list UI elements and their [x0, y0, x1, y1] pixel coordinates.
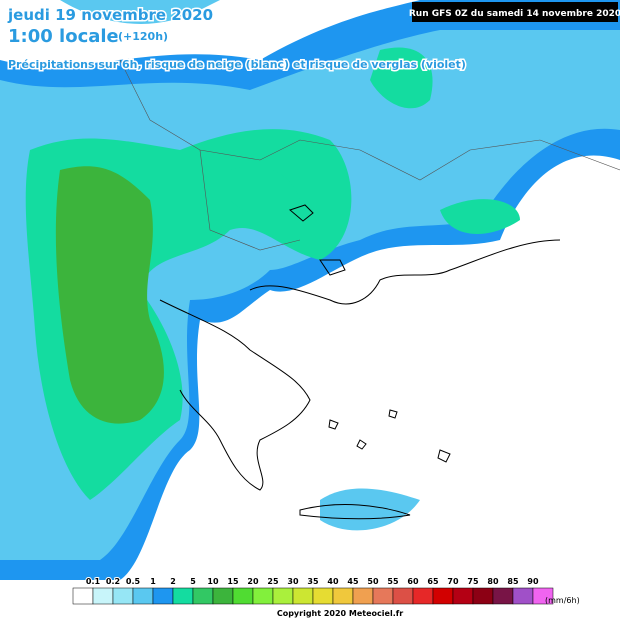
- legend-swatch: [332, 587, 354, 605]
- legend-label: 35: [307, 577, 319, 586]
- legend-swatch: [432, 587, 454, 605]
- legend-swatch: [112, 587, 134, 605]
- legend-label: 25: [267, 577, 279, 586]
- legend-label: 1: [150, 577, 156, 586]
- legend-swatch: [452, 587, 474, 605]
- unit: (mm/6h): [545, 596, 580, 605]
- borders: [119, 59, 620, 251]
- legend-label: 85: [507, 577, 519, 586]
- legend-swatch: [92, 587, 114, 605]
- legend-swatch: [312, 587, 334, 605]
- legend-label: 55: [387, 577, 399, 586]
- legend-label: 45: [347, 577, 359, 586]
- legend-label: 70: [447, 577, 459, 586]
- legend-swatch: [372, 587, 394, 605]
- legend-swatch: [272, 587, 294, 605]
- legend-swatch: [152, 587, 174, 605]
- legend-swatch: [392, 587, 414, 605]
- legend-label: 15: [227, 577, 239, 586]
- run: Run GFS 0Z du samedi 14 novembre 2020: [409, 9, 620, 19]
- copyright: Copyright 2020 Meteociel.fr: [277, 609, 403, 618]
- legend-swatch: [212, 587, 234, 605]
- legend-label: 10: [207, 577, 219, 586]
- subtitle: Précipitations sur 6h, risque de neige (…: [8, 58, 466, 71]
- legend-swatch: [532, 587, 554, 605]
- legend-swatch: [132, 587, 154, 605]
- legend-swatch: [412, 587, 434, 605]
- lead: (+120h): [118, 30, 168, 43]
- legend-label: 40: [327, 577, 339, 586]
- legend-swatch: [292, 587, 314, 605]
- legend-label: 0.1: [86, 577, 101, 586]
- coastline: [159, 204, 561, 520]
- legend-label: 75: [467, 577, 479, 586]
- precip-field: [0, 0, 620, 580]
- legend-swatch: [72, 587, 94, 605]
- legend-label: 90: [527, 577, 539, 586]
- legend-label: 5: [190, 577, 196, 586]
- legend-swatch: [492, 587, 514, 605]
- legend-swatch: [512, 587, 534, 605]
- legend-label: 30: [287, 577, 299, 586]
- legend-label: 65: [427, 577, 439, 586]
- legend-label: 0.5: [126, 577, 141, 586]
- legend-label: 0.2: [106, 577, 120, 586]
- legend-swatch: [172, 587, 194, 605]
- legend: 0.1 0.2 0.5 1 2 5 10 15 20 25 30 35 40 45 50 55 60 65 70 75…: [72, 576, 554, 605]
- legend-label: 2: [170, 577, 176, 586]
- date: jeudi 19 novembre 2020: [7, 6, 213, 24]
- legend-swatch: [252, 587, 274, 605]
- legend-swatch: [232, 587, 254, 605]
- run-box: [412, 2, 618, 22]
- legend-label: 50: [367, 577, 379, 586]
- time: 1:00 locale: [8, 26, 119, 47]
- legend-label: 80: [487, 577, 499, 586]
- legend-swatch: [352, 587, 374, 605]
- legend-label: 20: [247, 577, 259, 586]
- legend-swatch: [192, 587, 214, 605]
- legend-label: 60: [407, 577, 419, 586]
- legend-swatch: [472, 587, 494, 605]
